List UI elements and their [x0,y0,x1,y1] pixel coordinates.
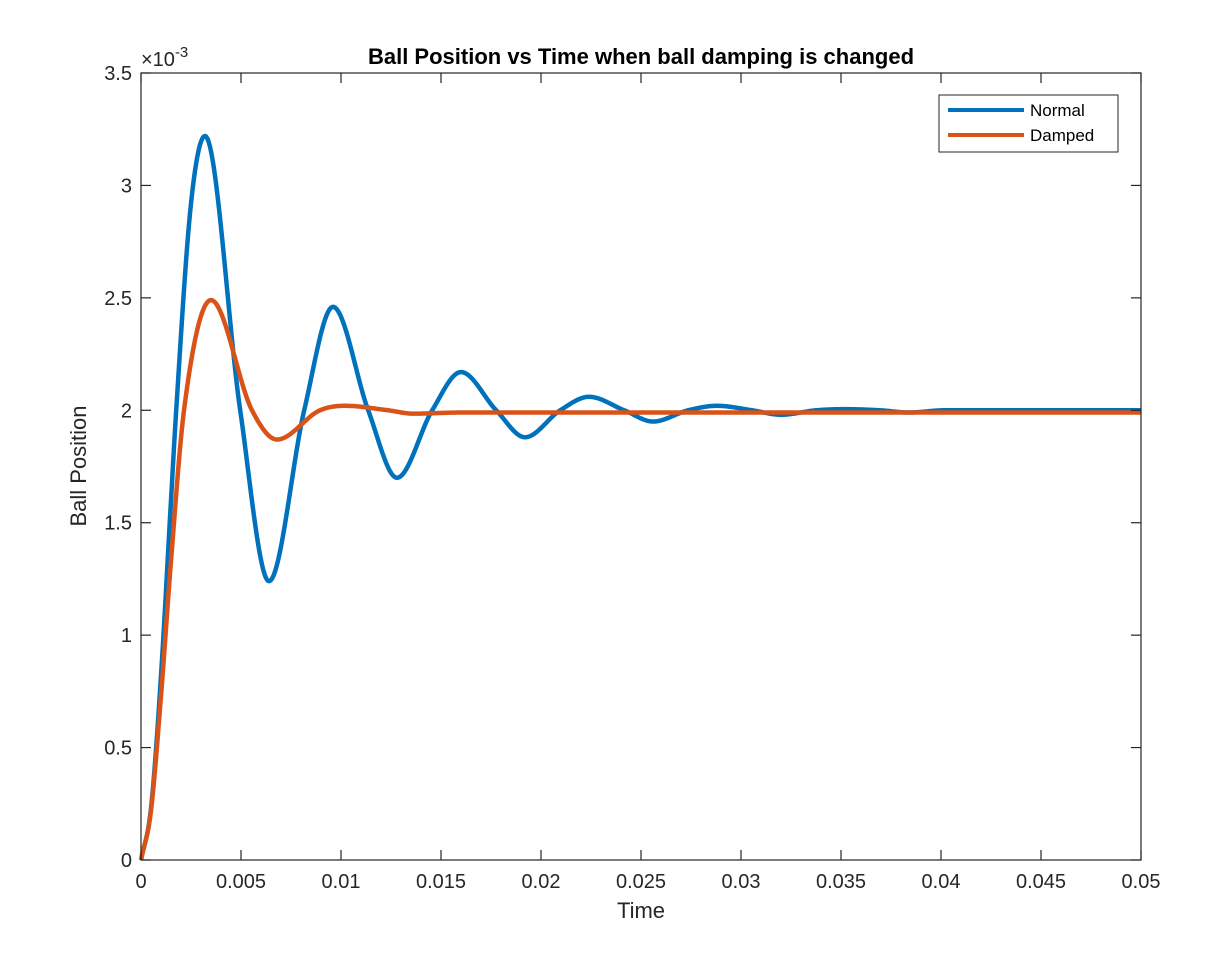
chart-title: Ball Position vs Time when ball damping … [368,44,914,69]
x-tick-label: 0.02 [522,871,561,893]
y-axis-label: Ball Position [66,405,91,526]
x-tick-label: 0.03 [722,871,761,893]
axes-box [140,72,1142,861]
legend-label-normal: Normal [1030,101,1085,120]
y-exponent-base: ×10 [141,49,175,71]
y-tick-label: 2 [121,400,132,422]
y-tick-label: 2.5 [104,288,132,310]
x-tick-label: 0.04 [922,871,961,893]
legend-box [938,94,1119,153]
y-tick-label: 3.5 [104,63,132,85]
legend-label-damped: Damped [1030,126,1094,145]
y-exponent-power: -3 [175,44,188,61]
x-tick-label: 0.05 [1122,871,1161,893]
x-tick-label: 0 [135,871,146,893]
y-tick-label: 3 [121,175,132,197]
legend[interactable]: Normal Damped [938,94,1119,153]
x-tick-label: 0.045 [1016,871,1066,893]
plot-area [138,133,1143,861]
y-tick-label: 0 [121,850,132,872]
x-tick-label: 0.005 [216,871,266,893]
x-tick-label: 0.035 [816,871,866,893]
x-tick-label: 0.025 [616,871,666,893]
y-tick-label: 0.5 [104,738,132,760]
y-tick-label: 1 [121,625,132,647]
series-line-normal [138,133,1143,861]
y-tick-label: 1.5 [104,513,132,535]
y-exponent: ×10-3 [141,44,188,71]
x-tick-label: 0.015 [416,871,466,893]
series-line-damped [138,297,1143,861]
x-axis-label: Time [617,898,665,923]
x-tick-label: 0.01 [322,871,361,893]
axis-ticks: 0 0.005 0.01 0.015 0.02 0.025 0.03 0.035 0.04 0.0… [104,63,1160,893]
